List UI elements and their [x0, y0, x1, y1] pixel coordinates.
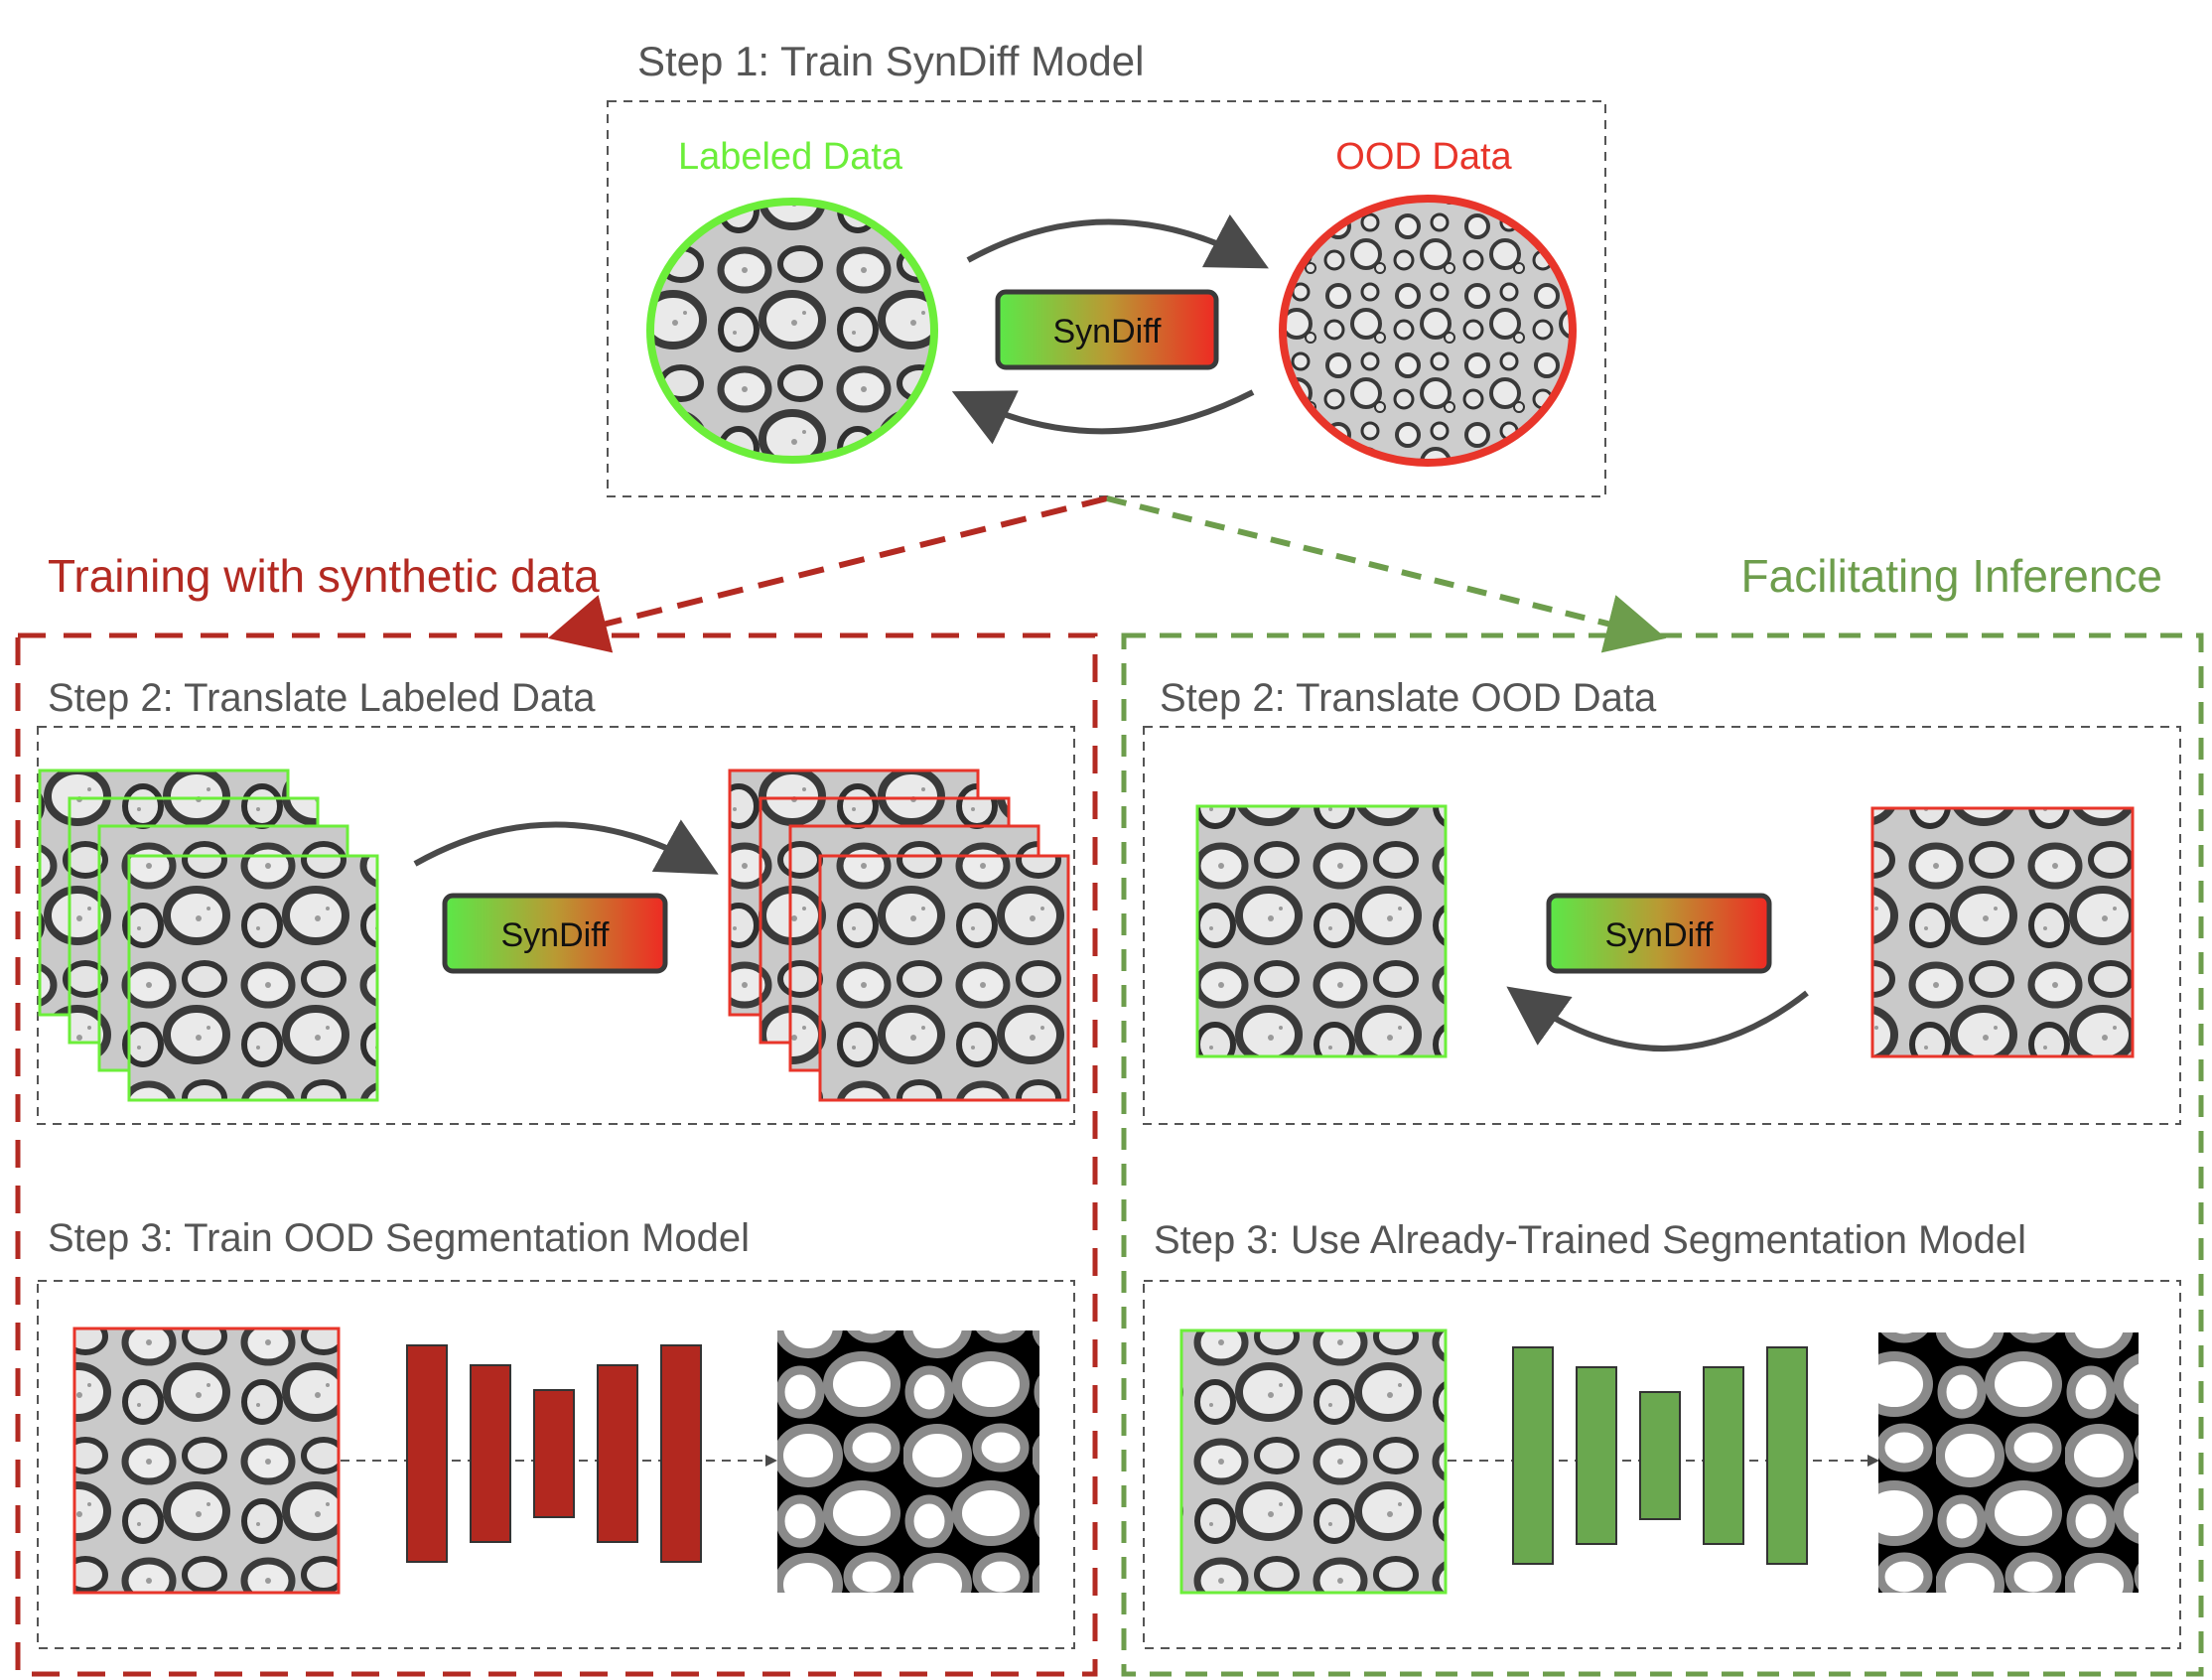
inference-branch-box	[1121, 632, 2204, 1677]
arrow-translate-ood	[1506, 986, 1809, 1051]
segmentation-network-pretrained	[1512, 1346, 1808, 1565]
arrow-translate-labeled	[413, 819, 719, 875]
syndiff-button-right: SynDiff	[1546, 893, 1772, 974]
right-step2-title: Step 2: Translate OOD Data	[1160, 676, 1657, 720]
labeled-image-stack	[38, 769, 379, 1102]
inference-branch-panel: Step 2: Translate OOD Data SynDiff Step …	[1121, 632, 2204, 1677]
synthetic-image-stack	[728, 769, 1070, 1102]
ood-data-circle	[1279, 195, 1577, 467]
arrow-labeled-to-ood	[966, 213, 1269, 269]
right-step3-box	[1143, 1280, 2181, 1649]
step1-panel: Step 1: Train SynDiff Model Labeled Data…	[607, 38, 1606, 497]
left-step3-title: Step 3: Train OOD Segmentation Model	[48, 1216, 750, 1260]
step1-dashed-box	[607, 100, 1606, 497]
ood-input-image	[1870, 806, 2135, 1058]
arrow-to-training-branch	[547, 495, 1108, 653]
translated-input-image	[1179, 1329, 1448, 1595]
left-step2-title: Step 2: Translate Labeled Data	[48, 676, 596, 720]
inference-branch-title: Facilitating Inference	[1741, 550, 2162, 602]
segmentation-network-training	[406, 1344, 702, 1563]
syndiff-label-left: SynDiff	[501, 916, 611, 954]
right-step2-box	[1143, 726, 2181, 1125]
training-branch-panel: Step 2: Translate Labeled Data SynDiff S…	[15, 632, 1098, 1677]
left-step2-box	[37, 726, 1075, 1125]
syndiff-label-right: SynDiff	[1605, 916, 1715, 954]
right-step3-title: Step 3: Use Already-Trained Segmentation…	[1154, 1218, 2026, 1262]
translated-ood-image	[1195, 804, 1448, 1058]
syndiff-button-left: SynDiff	[442, 893, 668, 974]
training-branch-title: Training with synthetic data	[48, 550, 600, 602]
step1-title: Step 1: Train SynDiff Model	[637, 38, 1144, 84]
arrow-to-inference-branch	[1106, 495, 1667, 653]
labeled-data-circle	[646, 198, 938, 464]
left-step3-box	[37, 1280, 1075, 1649]
syndiff-label-step1: SynDiff	[1053, 313, 1163, 350]
arrow-ood-to-labeled	[951, 389, 1255, 445]
training-branch-box	[15, 632, 1098, 1677]
left-segmentation-mask	[777, 1330, 1039, 1593]
labeled-data-label: Labeled Data	[678, 136, 903, 178]
ood-data-label: OOD Data	[1335, 136, 1512, 178]
syndiff-button-step1: SynDiff	[995, 289, 1219, 370]
right-segmentation-mask	[1878, 1332, 2139, 1593]
synthetic-input-image	[72, 1327, 341, 1595]
